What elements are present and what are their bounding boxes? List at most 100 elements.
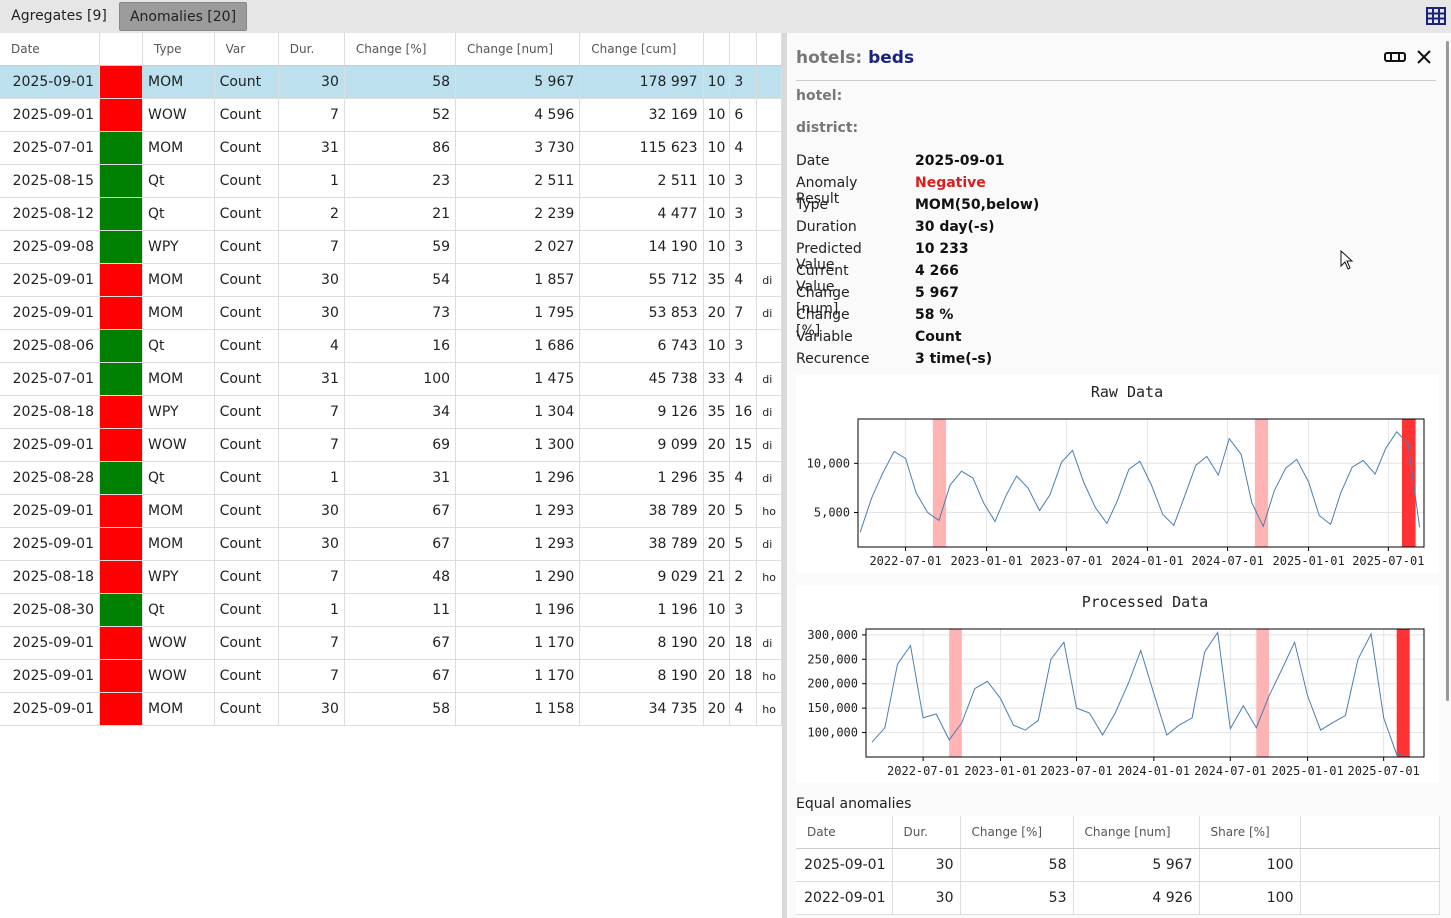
detail-scrollbar[interactable]: [1446, 41, 1449, 701]
info-key: Current Value: [796, 263, 849, 295]
row-col9: 20: [703, 494, 731, 528]
table-row[interactable]: 2025-08-28 Qt Count 1 31 1 296 1 296 35 4 di: [0, 461, 782, 495]
row-change-pct: 52: [344, 98, 457, 132]
eq-cell-pct: 58: [960, 848, 1074, 882]
col-header-11[interactable]: [756, 33, 782, 66]
row-change-cum: 32 169: [579, 98, 704, 132]
table-row[interactable]: 2025-09-01 MOM Count 30 58 1 158 34 735 20 4 ho: [0, 692, 782, 726]
x-tick-label: 2025-01-01: [1272, 554, 1344, 568]
anomaly-span: [949, 629, 962, 757]
table-row[interactable]: 2025-07-01 MOM Count 31 100 1 475 45 738 33 4 di: [0, 362, 782, 396]
table-row[interactable]: 2025-07-01 MOM Count 31 86 3 730 115 623 10 4: [0, 131, 782, 165]
table-row[interactable]: 2025-09-01 WOW Count 7 52 4 596 32 169 10 6: [0, 98, 782, 132]
table-row[interactable]: 2025-09-01 MOM Count 30 67 1 293 38 789 20 5 ho: [0, 494, 782, 528]
row-col11: di: [756, 395, 782, 429]
raw-data-chart: Raw Data 2022-07-01 2023-01-01 2023-07-01 20…: [796, 375, 1439, 573]
col-header-10[interactable]: [729, 33, 758, 66]
col-header-dur[interactable]: Dur.: [278, 33, 345, 66]
table-row[interactable]: 2025-09-01 WOW Count 7 69 1 300 9 099 20 15 di: [0, 428, 782, 462]
table-row[interactable]: 2025-09-01 MOM Count 30 58 5 967 178 997 10 3: [0, 65, 782, 99]
info-value: 4 266: [915, 263, 959, 279]
info-value: MOM(50,below): [915, 197, 1040, 213]
col-header-date[interactable]: Date: [0, 33, 100, 66]
row-duration: 30: [278, 65, 345, 99]
row-var: Count: [214, 395, 279, 429]
x-tick-label: 2023-07-01: [1040, 764, 1112, 778]
row-var: Count: [214, 197, 279, 231]
row-change-cum: 34 735: [579, 692, 704, 726]
row-change-pct: 59: [344, 230, 457, 264]
close-icon[interactable]: [1416, 49, 1432, 65]
eq-cell-pct: 53: [960, 881, 1074, 915]
hotel-label: hotel:: [796, 88, 843, 104]
table-row[interactable]: 2025-08-06 Qt Count 4 16 1 686 6 743 10 3: [0, 329, 782, 363]
row-date: 2025-08-30: [0, 593, 100, 627]
row-type: Qt: [142, 197, 215, 231]
mouse-cursor-icon: [1340, 250, 1354, 270]
row-date: 2025-09-01: [0, 428, 100, 462]
col-header-change-cum[interactable]: Change [cum]: [579, 33, 704, 66]
table-row[interactable]: 2025-08-15 Qt Count 1 23 2 511 2 511 10 3: [0, 164, 782, 198]
row-change-num: 4 596: [455, 98, 581, 132]
row-col11: di: [756, 263, 782, 297]
row-duration: 30: [278, 692, 345, 726]
row-change-cum: 53 853: [579, 296, 704, 330]
row-color-indicator: [99, 362, 143, 396]
row-change-num: 1 293: [455, 527, 581, 561]
col-header-change-pct[interactable]: Change [%]: [344, 33, 457, 66]
col-header-9[interactable]: [703, 33, 731, 66]
tab-anomalies[interactable]: Anomalies [20]: [119, 2, 247, 31]
table-row[interactable]: 2025-08-12 Qt Count 2 21 2 239 4 477 10 3: [0, 197, 782, 231]
equal-table-row[interactable]: 2022-09-01 30 53 4 926 100: [796, 881, 1440, 915]
row-var: Count: [214, 164, 279, 198]
table-row[interactable]: 2025-08-18 WPY Count 7 34 1 304 9 126 35 16 di: [0, 395, 782, 429]
row-change-cum: 9 029: [579, 560, 704, 594]
row-col9: 20: [703, 527, 731, 561]
eq-col-header-date[interactable]: Date: [796, 816, 893, 849]
row-col9: 35: [703, 461, 731, 495]
row-color-indicator: [99, 494, 143, 528]
row-type: MOM: [142, 692, 215, 726]
table-row[interactable]: 2025-08-30 Qt Count 1 11 1 196 1 196 10 3: [0, 593, 782, 627]
row-date: 2025-08-18: [0, 395, 100, 429]
row-var: Count: [214, 362, 279, 396]
row-duration: 30: [278, 263, 345, 297]
row-type: MOM: [142, 362, 215, 396]
table-row[interactable]: 2025-09-08 WPY Count 7 59 2 027 14 190 10 3: [0, 230, 782, 264]
table-row[interactable]: 2025-09-01 WOW Count 7 67 1 170 8 190 20 18 di: [0, 626, 782, 660]
table-row[interactable]: 2025-09-01 WOW Count 7 67 1 170 8 190 20 18 ho: [0, 659, 782, 693]
row-col10: 18: [729, 659, 758, 693]
tab-agregates[interactable]: Agregates [9]: [11, 8, 107, 24]
collapse-icon[interactable]: [1384, 50, 1406, 64]
x-tick-label: 2023-01-01: [950, 554, 1022, 568]
eq-col-header-change-pct[interactable]: Change [%]: [960, 816, 1074, 849]
table-row[interactable]: 2025-09-01 MOM Count 30 73 1 795 53 853 20 7 di: [0, 296, 782, 330]
table-row[interactable]: 2025-09-01 MOM Count 30 67 1 293 38 789 20 5 di: [0, 527, 782, 561]
table-row[interactable]: 2025-09-01 MOM Count 30 54 1 857 55 712 35 4 di: [0, 263, 782, 297]
eq-col-header-dur[interactable]: Dur.: [892, 816, 961, 849]
row-color-indicator: [99, 560, 143, 594]
row-type: Qt: [142, 164, 215, 198]
eq-col-header-share[interactable]: Share [%]: [1199, 816, 1301, 849]
equal-table-row[interactable]: 2025-09-01 30 58 5 967 100: [796, 848, 1440, 882]
district-label: district:: [796, 120, 859, 136]
panel-divider[interactable]: [782, 33, 787, 918]
row-col9: 35: [703, 263, 731, 297]
row-change-cum: 178 997: [579, 65, 704, 99]
info-key: Recurence: [796, 351, 870, 367]
row-type: MOM: [142, 527, 215, 561]
eq-cell-dur: 30: [892, 881, 961, 915]
table-row[interactable]: 2025-08-18 WPY Count 7 48 1 290 9 029 21 2 ho: [0, 560, 782, 594]
row-duration: 1: [278, 593, 345, 627]
x-tick-label: 2022-07-01: [887, 764, 959, 778]
eq-col-header-change-num[interactable]: Change [num]: [1073, 816, 1200, 849]
col-header-var[interactable]: Var: [214, 33, 279, 66]
table-grid-icon[interactable]: [1426, 6, 1446, 26]
row-col11: ho: [756, 560, 782, 594]
row-type: WOW: [142, 98, 215, 132]
col-header-type[interactable]: Type: [142, 33, 215, 66]
row-col10: 4: [729, 461, 758, 495]
row-col10: 18: [729, 626, 758, 660]
col-header-change-num[interactable]: Change [num]: [455, 33, 581, 66]
col-header-color[interactable]: [99, 33, 143, 66]
